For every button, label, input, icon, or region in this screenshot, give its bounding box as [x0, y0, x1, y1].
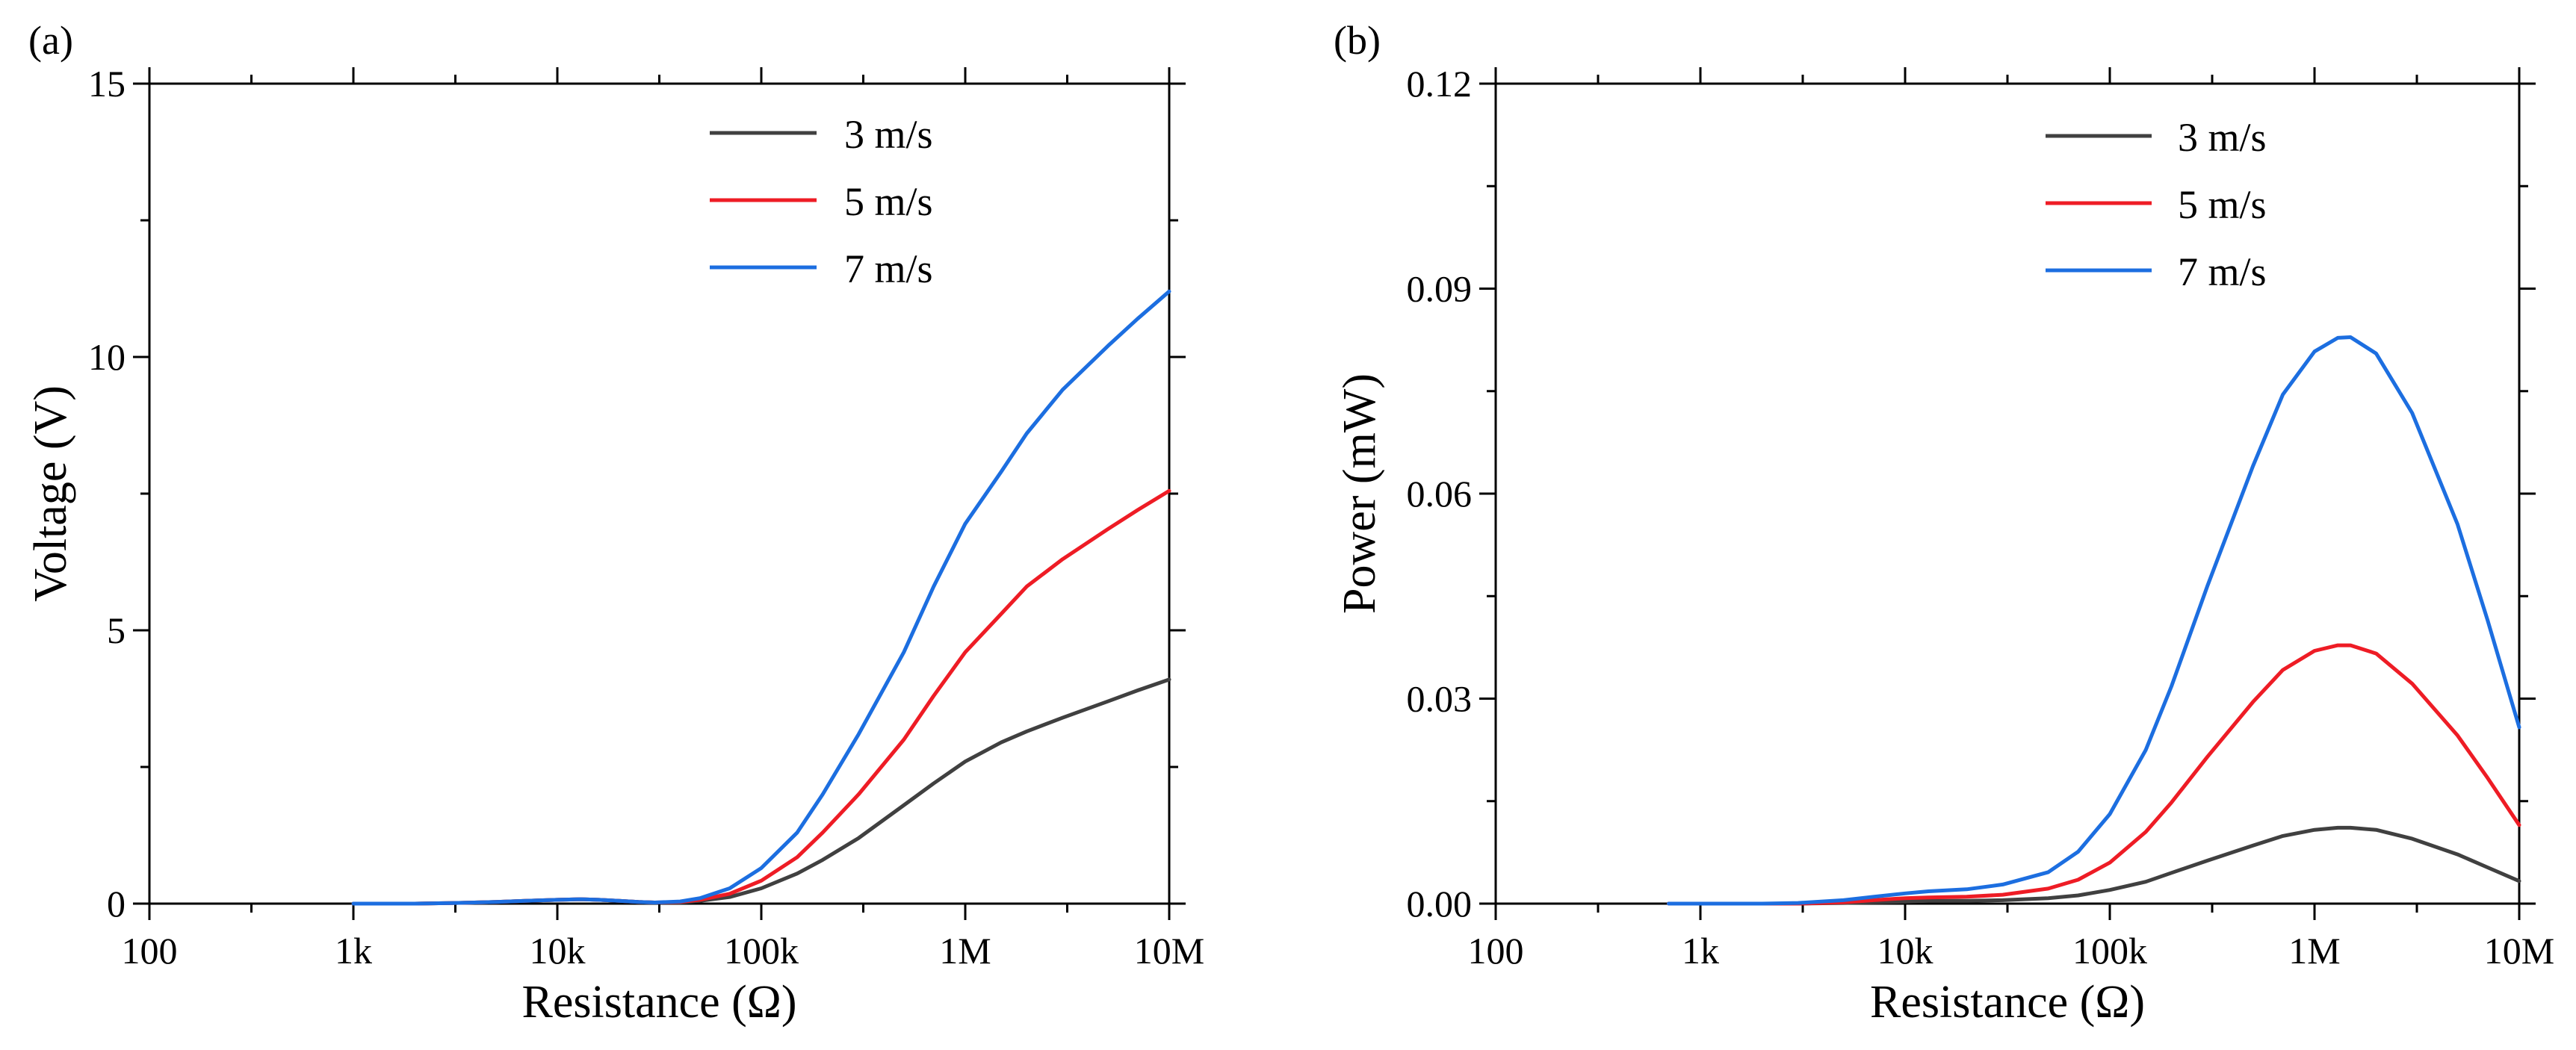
x-tick-label: 100	[1468, 930, 1524, 972]
x-tick-label: 10M	[2484, 930, 2554, 972]
y-tick-label: 0.03	[1407, 678, 1473, 720]
x-tick-label: 10k	[1877, 930, 1933, 972]
series-line-1	[1667, 825, 2521, 906]
legend-label: 5 m/s	[2178, 182, 2267, 227]
legend-label: 5 m/s	[844, 179, 933, 224]
plot-frame	[1494, 82, 2521, 905]
y-axis-title: Power (mW)	[1334, 373, 1385, 614]
x-tick-label: 1k	[1682, 930, 1719, 972]
x-tick-label: 10M	[1134, 930, 1204, 972]
panel-b: (b) 100 1k 10k 100k 1M 10M 0.00 0.03 0.06 0.09 0.12…	[1334, 18, 2554, 1028]
legend-label: 7 m/s	[2178, 249, 2267, 294]
panel-label: (b)	[1334, 18, 1381, 63]
y-tick-label: 15	[88, 63, 126, 105]
y-axis-title: Voltage (V)	[25, 385, 76, 602]
x-axis-title: Resistance (Ω)	[521, 977, 796, 1028]
series-line-3	[351, 289, 1171, 906]
x-tick-label: 100	[122, 930, 178, 972]
y-tick-label: 0.06	[1407, 473, 1473, 515]
y-tick-label: 0.12	[1407, 63, 1473, 105]
legend-label: 7 m/s	[844, 246, 933, 291]
plot-frame	[148, 82, 1171, 905]
y-tick-label: 0.00	[1407, 883, 1473, 925]
series-line-2	[1667, 643, 2521, 906]
panel-label: (a)	[28, 18, 73, 63]
x-tick-label: 1k	[335, 930, 372, 972]
legend-label: 3 m/s	[844, 112, 933, 157]
series-line-3	[1667, 335, 2521, 906]
x-tick-label: 100k	[2072, 930, 2147, 972]
series-line-2	[351, 488, 1171, 906]
x-tick-label: 10k	[530, 930, 586, 972]
x-tick-label: 100k	[724, 930, 799, 972]
y-tick-label: 0	[107, 883, 126, 925]
y-tick-label: 5	[107, 609, 126, 651]
x-axis-title: Resistance (Ω)	[1870, 977, 2145, 1028]
legend-label: 3 m/s	[2178, 115, 2267, 160]
y-tick-label: 10	[88, 336, 126, 378]
x-tick-label: 1M	[2288, 930, 2340, 972]
panel-a: (a) 100 1k 10k 100k 1M 10M 0 5 10 15 Resistance (Ω)…	[25, 18, 1204, 1028]
y-tick-label: 0.09	[1407, 268, 1473, 310]
x-tick-label: 1M	[939, 930, 991, 972]
